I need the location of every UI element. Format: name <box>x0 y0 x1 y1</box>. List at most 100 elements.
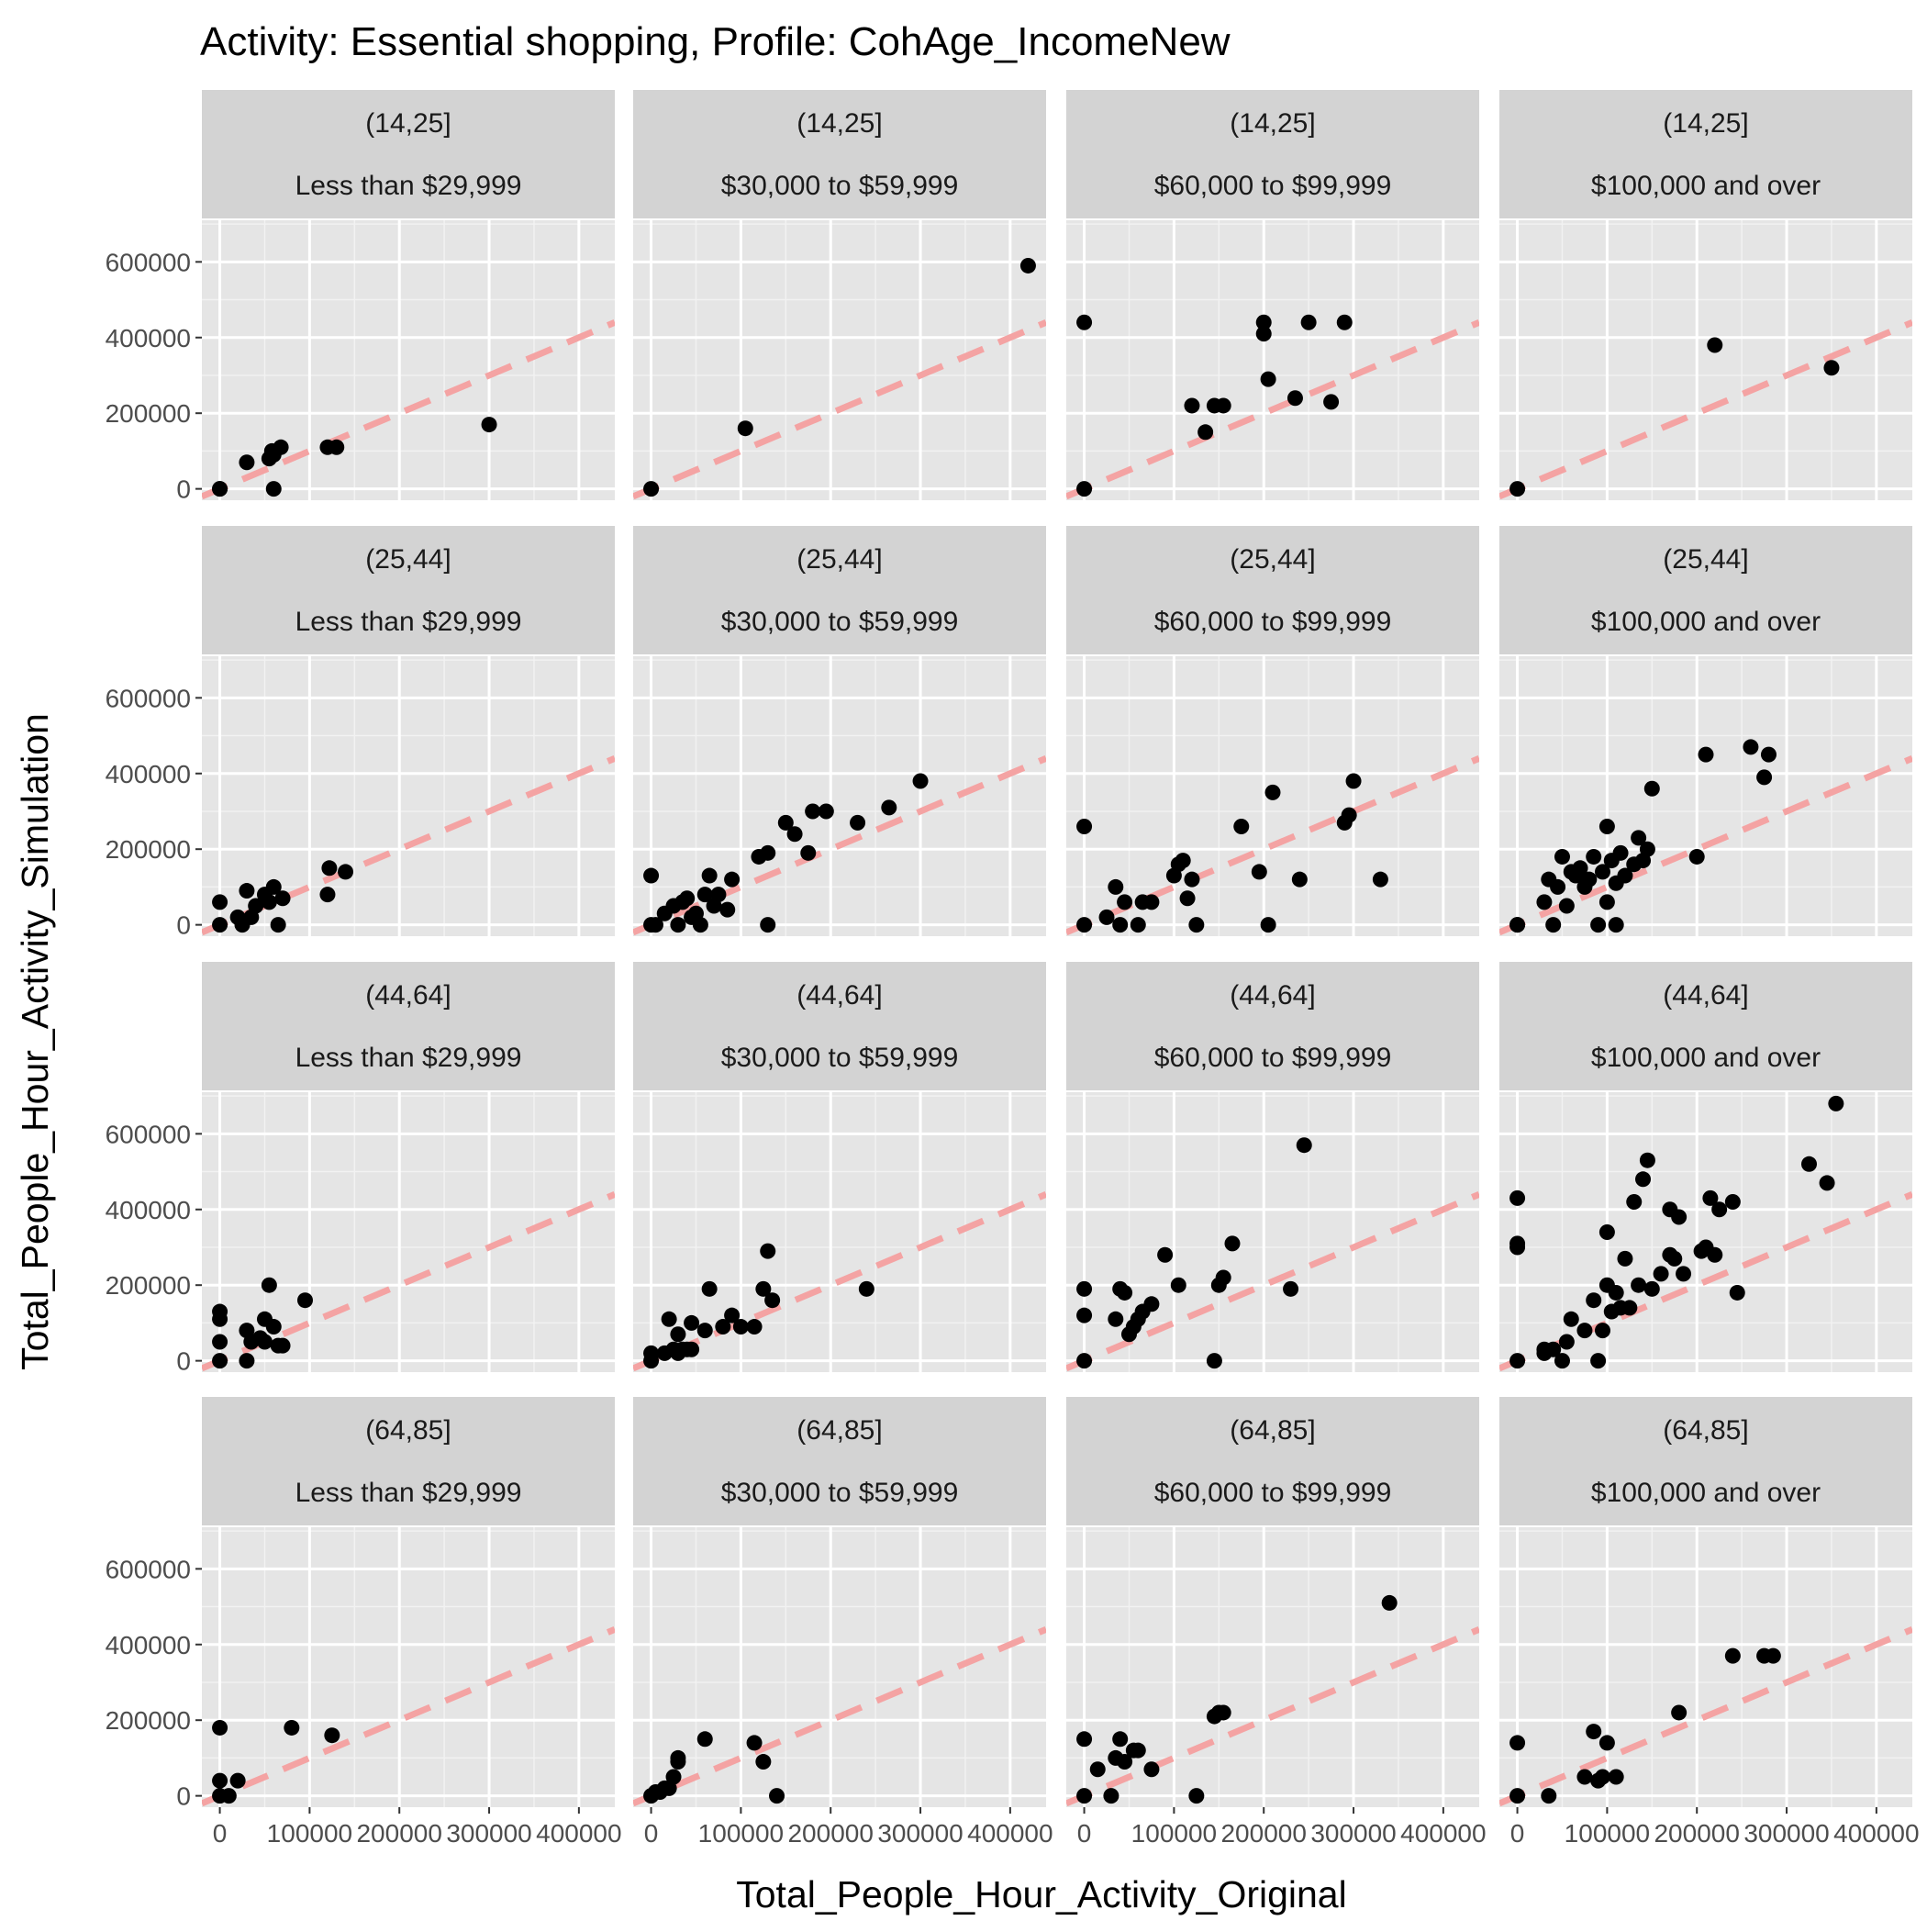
facet-strip <box>1499 962 1912 1090</box>
data-point <box>715 1319 731 1335</box>
data-point <box>1509 1189 1526 1206</box>
data-point <box>1536 1345 1553 1361</box>
data-point <box>1643 780 1660 797</box>
x-tick-label: 400000 <box>1833 1819 1919 1848</box>
data-point <box>1643 1280 1660 1297</box>
data-point <box>1509 481 1526 497</box>
data-point <box>1108 878 1124 895</box>
facet-strip <box>1499 90 1912 218</box>
data-point <box>1572 860 1588 877</box>
strip-label-income: Less than $29,999 <box>295 1478 522 1508</box>
data-point <box>1724 1647 1741 1664</box>
facet-strip <box>633 90 1046 218</box>
x-tick-label: 0 <box>213 1819 228 1848</box>
data-point <box>1019 257 1036 274</box>
data-point <box>1341 807 1357 823</box>
facet-panel: (44,64] $30,000 to $59,999 <box>633 962 1046 1372</box>
y-tick-label: 200000 <box>106 1271 191 1300</box>
facet-panel: (44,64] $100,000 and over <box>1499 962 1912 1372</box>
strip-label-income: Less than $29,999 <box>295 171 522 201</box>
facet-strip <box>633 1397 1046 1525</box>
data-point <box>212 481 228 497</box>
x-tick-label: 300000 <box>877 1819 963 1848</box>
reference-line <box>1499 1626 1912 1807</box>
data-point <box>818 803 834 820</box>
strip-label-age: (25,44] <box>796 544 882 575</box>
data-point <box>1130 1742 1146 1759</box>
facet-strip <box>1066 962 1479 1090</box>
facet-panel: (44,64] $60,000 to $99,999 <box>1066 962 1479 1372</box>
data-point <box>321 860 338 877</box>
data-point <box>760 1243 776 1259</box>
data-point <box>1089 1761 1106 1778</box>
data-point <box>737 420 753 437</box>
data-point <box>1729 1284 1745 1301</box>
data-point <box>1260 917 1276 933</box>
data-point <box>1550 878 1566 895</box>
data-point <box>1612 844 1629 861</box>
data-point <box>1688 848 1705 865</box>
data-point <box>1260 371 1276 387</box>
data-point <box>1617 1250 1633 1267</box>
data-point <box>1509 1788 1526 1804</box>
panels-layer: (14,25] Less than $29,999 0 200000 400000 600… <box>106 90 1920 1848</box>
data-point <box>212 917 228 933</box>
data-point <box>746 1319 763 1335</box>
data-point <box>273 439 289 455</box>
data-point <box>284 1719 300 1736</box>
data-point <box>724 871 741 888</box>
data-point <box>212 1353 228 1369</box>
reference-line <box>1499 755 1912 936</box>
data-point <box>1076 1788 1093 1804</box>
data-point <box>1112 1731 1129 1748</box>
data-point <box>760 844 776 861</box>
data-point <box>1143 894 1160 910</box>
data-point <box>1215 1704 1231 1721</box>
data-point <box>1595 1323 1610 1339</box>
data-point <box>701 1280 718 1297</box>
y-tick-label: 600000 <box>106 1555 191 1583</box>
facet-panel: (64,85] $100,000 and over 0 100000 200000 300… <box>1499 1397 1920 1848</box>
data-point <box>1801 1156 1817 1172</box>
data-point <box>1756 769 1773 786</box>
data-point <box>1724 1194 1741 1211</box>
x-tick-label: 400000 <box>967 1819 1053 1848</box>
strip-label-income: Less than $29,999 <box>295 607 522 637</box>
data-point <box>1287 390 1303 407</box>
plot-background <box>1066 1527 1479 1807</box>
data-point <box>684 1314 700 1331</box>
data-point <box>1760 746 1777 763</box>
data-point <box>1117 1284 1133 1301</box>
data-point <box>1117 1754 1133 1770</box>
data-point <box>1586 1292 1602 1309</box>
facet-panel: (64,85] $60,000 to $99,999 0 100000 200000 30… <box>1066 1397 1487 1848</box>
data-point <box>481 417 497 433</box>
data-point <box>1626 1194 1643 1211</box>
data-point <box>212 1719 228 1736</box>
y-tick-label: 400000 <box>106 1631 191 1659</box>
data-point <box>265 481 282 497</box>
data-point <box>1581 871 1598 888</box>
data-point <box>1509 917 1526 933</box>
data-point <box>1215 397 1231 414</box>
data-point <box>696 887 713 903</box>
data-point <box>1590 917 1607 933</box>
data-point <box>261 894 277 910</box>
data-point <box>1621 1300 1638 1316</box>
data-point <box>1103 1788 1119 1804</box>
data-point <box>1206 1353 1222 1369</box>
data-point <box>1076 1280 1093 1297</box>
facet-panel: (44,64] Less than $29,999 0 200000 400000 600… <box>106 962 615 1376</box>
strip-label-age: (44,64] <box>365 980 451 1011</box>
reference-line <box>633 1191 1046 1372</box>
data-point <box>755 1280 772 1297</box>
y-tick-label: 0 <box>176 1347 191 1376</box>
data-point <box>1765 1647 1781 1664</box>
strip-label-income: $100,000 and over <box>1591 171 1821 201</box>
plot-background <box>1499 656 1912 936</box>
facet-panel: (64,85] $30,000 to $59,999 0 100000 200000 30… <box>633 1397 1053 1848</box>
x-tick-label: 100000 <box>267 1819 352 1848</box>
strip-label-income: $100,000 and over <box>1591 1478 1821 1508</box>
data-point <box>1598 894 1615 910</box>
facet-panel: (14,25] $30,000 to $59,999 <box>633 90 1046 500</box>
